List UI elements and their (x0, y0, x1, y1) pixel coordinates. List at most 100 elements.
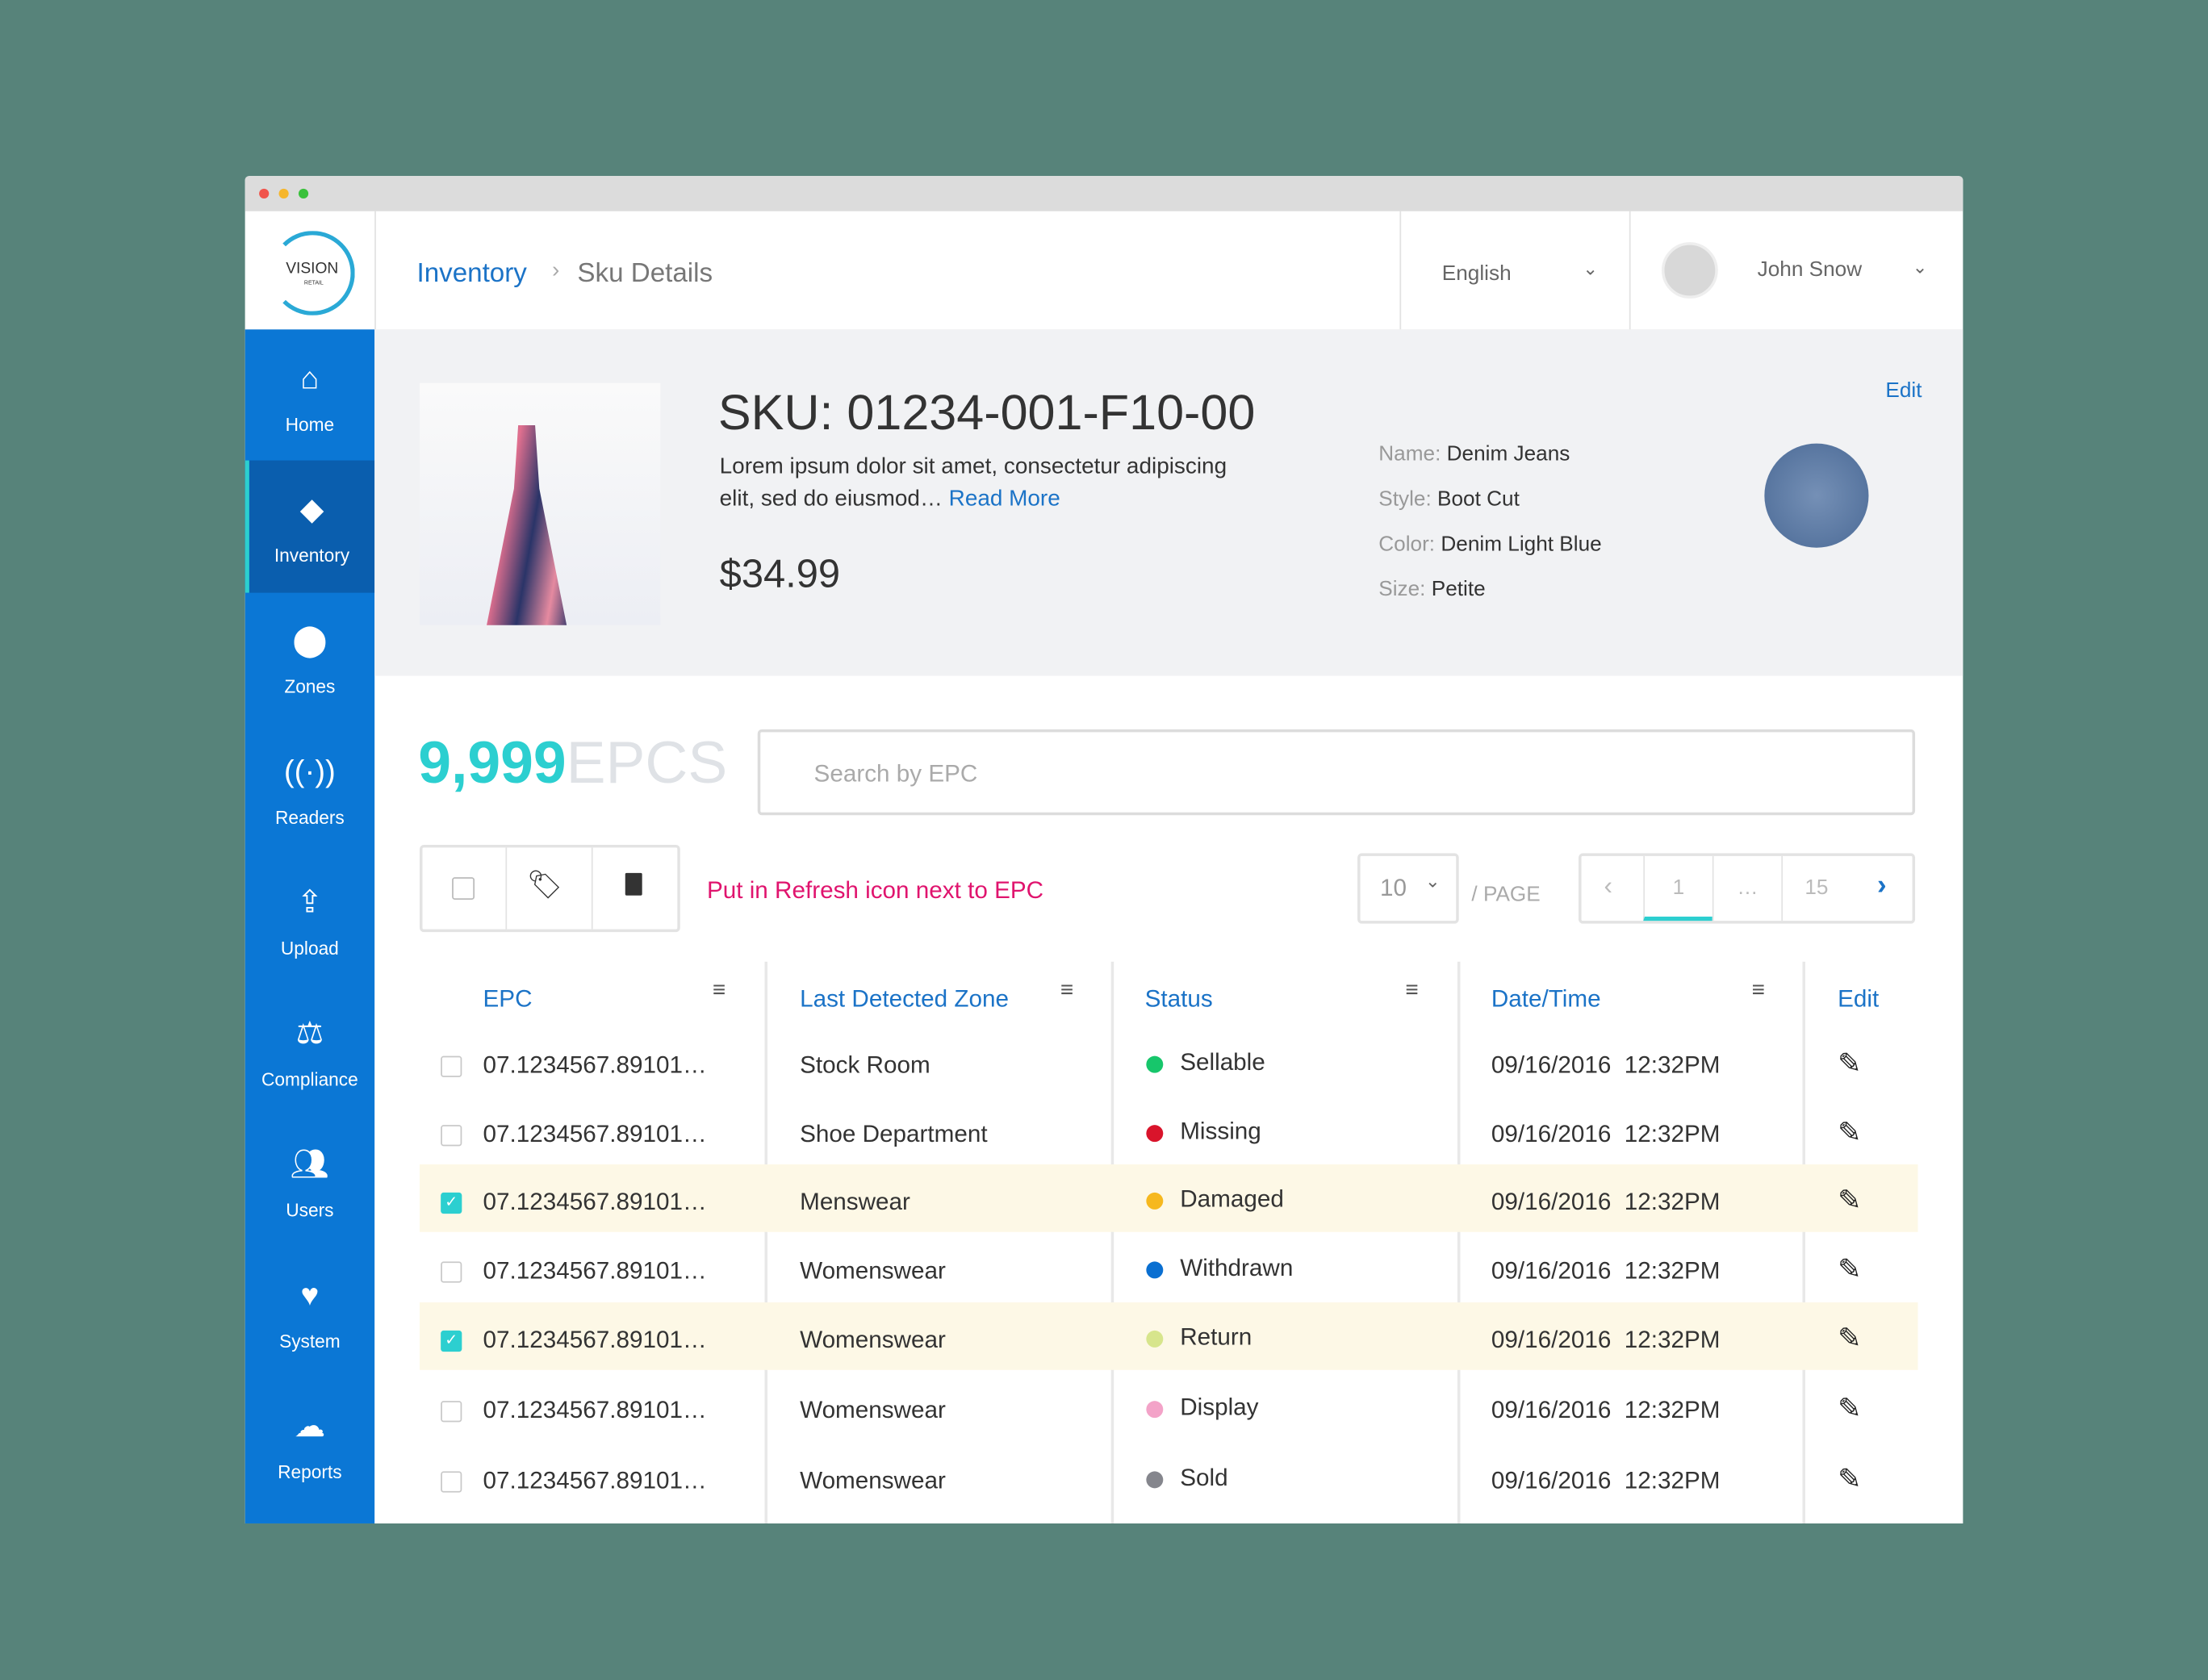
language-caret[interactable]: ⌄ (1583, 257, 1599, 279)
column-header[interactable]: Last Detected Zone (800, 985, 1010, 1013)
per-page-select[interactable]: 10 ⌄ (1357, 853, 1459, 924)
epc-number: 9,999 (418, 729, 567, 796)
date-time: 09/16/2016 12:32PM (1491, 1467, 1721, 1494)
nav-label: System (279, 1330, 341, 1352)
column-header[interactable]: Status (1144, 985, 1213, 1013)
epc: 07.1234567.89101… (483, 1467, 707, 1494)
date-time: 09/16/2016 12:32PM (1491, 1257, 1721, 1285)
max-dot[interactable] (298, 188, 309, 199)
date-time: 09/16/2016 12:32PM (1491, 1396, 1721, 1424)
column-divider (1110, 961, 1114, 1523)
row-checkbox[interactable] (441, 1471, 462, 1493)
search-box[interactable]: Search by EPC (757, 729, 1916, 816)
read-more[interactable]: Read More (948, 487, 1060, 512)
logo-divider (374, 211, 376, 330)
description-text: Lorem ipsum dolor sit amet, consectetur … (719, 454, 1227, 512)
zone: Menswear (800, 1188, 910, 1215)
sort-icon[interactable]: ≡ (1751, 978, 1765, 1003)
row-highlight (419, 1302, 1918, 1370)
column-header[interactable]: EPC (483, 985, 533, 1013)
row-checkbox[interactable] (441, 1125, 462, 1147)
row-checkbox[interactable]: ✓ (441, 1192, 462, 1214)
delete-button[interactable] (625, 872, 642, 896)
nav-icon: ⚖ (295, 1015, 324, 1051)
epc: 07.1234567.89101… (483, 1188, 707, 1215)
select-all-checkbox[interactable] (452, 877, 475, 900)
status-dot (1146, 1055, 1164, 1073)
sort-icon[interactable]: ≡ (712, 978, 726, 1003)
page-button[interactable]: 15 (1781, 855, 1850, 921)
epc: 07.1234567.89101… (483, 1326, 707, 1353)
zone: Womenswear (800, 1467, 946, 1494)
language-select[interactable]: English (1441, 261, 1512, 286)
edit-row[interactable]: ✎ (1838, 1185, 1862, 1217)
logo[interactable]: VISION RETAIL (270, 231, 355, 316)
next-page[interactable]: › (1876, 870, 1887, 901)
date-time: 09/16/2016 12:32PM (1491, 1188, 1721, 1215)
row-checkbox[interactable] (441, 1261, 462, 1283)
edit-row[interactable]: ✎ (1838, 1323, 1862, 1355)
row-checkbox[interactable] (441, 1055, 462, 1077)
nav-item[interactable]: ⬤ Zones (245, 591, 375, 724)
nav-item[interactable]: ⚖ Compliance (245, 984, 375, 1117)
breadcrumb-sep: › (552, 259, 560, 283)
sort-icon[interactable]: ≡ (1060, 978, 1074, 1003)
zone: Womenswear (800, 1257, 946, 1285)
description: Lorem ipsum dolor sit amet, consectetur … (720, 450, 1241, 515)
edit-row[interactable]: ✎ (1838, 1254, 1862, 1286)
attribute: Size: Petite (1378, 577, 1485, 601)
zone: Womenswear (800, 1326, 946, 1353)
nav-label: Home (285, 414, 335, 436)
column-divider (1457, 961, 1461, 1523)
attribute-label: Color: (1378, 532, 1436, 557)
attribute: Color: Denim Light Blue (1378, 533, 1601, 557)
nav-icon: ☁ (294, 1407, 326, 1444)
swatch (1764, 443, 1869, 548)
breadcrumb-link[interactable]: Inventory (416, 259, 527, 289)
nav-item[interactable]: ⇪ Upload (245, 853, 375, 985)
column-header[interactable]: Edit (1838, 985, 1880, 1013)
nav-label: Compliance (261, 1068, 358, 1090)
page-button[interactable]: … (1712, 855, 1782, 921)
nav-item[interactable]: 👥︎ Users (245, 1115, 375, 1247)
nav-label: Zones (284, 675, 336, 697)
avatar[interactable] (1661, 242, 1718, 299)
edit-row[interactable]: ✎ (1838, 1118, 1862, 1149)
note: Put in Refresh icon next to EPC (706, 877, 1044, 905)
nav-label: Readers (274, 806, 345, 829)
column-header[interactable]: Date/Time (1491, 985, 1601, 1013)
column-divider (1802, 961, 1805, 1523)
nav-item[interactable]: ☁ Reports (245, 1377, 375, 1510)
attribute-value: Denim Light Blue (1441, 532, 1602, 557)
edit-row[interactable]: ✎ (1838, 1394, 1862, 1425)
min-dot[interactable] (278, 188, 289, 199)
per-page-value: 10 (1380, 874, 1407, 901)
per-page-caret: ⌄ (1424, 870, 1441, 892)
page-button[interactable]: 1 (1643, 855, 1712, 921)
user-caret[interactable]: ⌄ (1912, 256, 1928, 278)
nav-item[interactable]: ⌂ Home (245, 329, 375, 462)
status-dot (1146, 1401, 1164, 1419)
header: VISION RETAIL Inventory › Sku Details En… (245, 211, 1963, 332)
zone: Shoe Department (800, 1120, 988, 1148)
user-name[interactable]: John Snow (1757, 257, 1863, 282)
nav-item[interactable]: ((·)) Readers (245, 722, 375, 855)
epc-unit: EPCS (566, 729, 728, 796)
row-checkbox[interactable] (441, 1401, 462, 1423)
prev-page[interactable]: ‹ (1604, 871, 1612, 900)
product-image (419, 382, 661, 625)
tag-menu[interactable]: 🏷︎ (526, 870, 562, 901)
edit-row[interactable]: ✎ (1838, 1464, 1862, 1496)
close-dot[interactable] (259, 188, 270, 199)
edit-row[interactable]: ✎ (1838, 1048, 1862, 1080)
nav-item[interactable]: ♥ System (245, 1246, 375, 1378)
nav-icon: ⇪ (296, 884, 323, 920)
nav-label: Reports (278, 1461, 342, 1483)
sort-icon[interactable]: ≡ (1405, 978, 1419, 1003)
edit-link[interactable]: Edit (1885, 378, 1922, 403)
nav-item[interactable]: ◆ Inventory (245, 460, 375, 593)
attribute-value: Petite (1431, 577, 1486, 602)
attribute: Name: Denim Jeans (1378, 442, 1570, 466)
row-checkbox[interactable]: ✓ (441, 1330, 462, 1352)
